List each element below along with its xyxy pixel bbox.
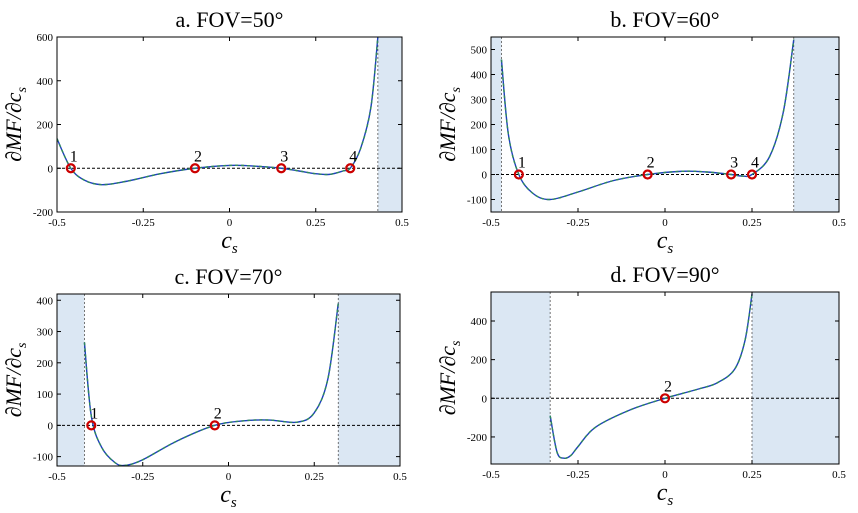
chart-title: a. FOV=50° [176,7,284,32]
y-tick-label: -200 [467,432,488,444]
x-tick-label: 0 [227,217,233,229]
root-marker [642,169,653,180]
shaded-region [338,294,400,466]
root-marker [513,169,524,180]
y-tick-label: 500 [471,45,488,57]
root-marker [209,420,220,431]
x-tick-label: 0.5 [832,217,846,229]
chart-title: c. FOV=70° [175,264,283,289]
root-label: 4 [751,155,759,172]
chart-title: b. FOV=60° [610,7,719,32]
y-tick-label: 100 [471,145,488,157]
chart-panel-1: -0.5 -0.25 0 0.25 0.5 -200 0 200 400 600 1 2 3 4 a. FO… [1,7,409,257]
root-marker [746,169,758,180]
shaded-region [752,292,839,464]
series-line [549,293,753,459]
x-axis-label: cs [221,228,238,257]
root-label: 2 [194,148,202,165]
y-tick-label: 0 [482,393,488,405]
shaded-region [57,294,85,466]
y-tick-label: 400 [37,295,54,307]
x-tick-label: -0.25 [567,217,590,229]
x-tick-label: 0 [662,469,668,481]
series-line-overlay [500,39,795,201]
shaded-region [377,37,402,212]
y-tick-label: 200 [471,120,488,132]
y-tick-label: 400 [37,76,54,88]
x-tick-label: -0.5 [482,217,500,229]
series-line [500,39,795,201]
root-label: 2 [664,378,672,395]
x-tick-label: 0.5 [393,471,407,483]
x-tick-label: 0.25 [305,471,325,483]
y-tick-label: 200 [37,358,54,370]
y-tick-label: 400 [471,70,488,82]
x-tick-label: 0.25 [742,217,762,229]
root-marker [276,163,287,174]
chart-panel-3: -0.5 -0.25 0 0.25 0.5 -100 0 100 200 300 400 1 2 c. F… [1,264,407,511]
y-axis-label: ∂MF/∂cs [435,340,464,415]
root-marker [726,169,737,180]
y-tick-label: 0 [482,170,488,182]
axes-frame [490,36,840,213]
chart-panel-4: -0.5 -0.25 0 0.25 0.5 -200 0 200 400 2 d. FOV=90° c… [435,262,846,509]
x-tick-label: -0.25 [131,471,154,483]
y-tick-label: 400 [471,316,488,328]
x-tick-label: -0.5 [48,217,66,229]
y-tick-label: 100 [37,389,54,401]
y-tick-label: -100 [467,195,488,207]
root-label: 4 [349,148,357,165]
series-line [83,303,339,466]
root-label: 3 [280,148,288,165]
root-label: 3 [730,155,738,172]
chart-title: d. FOV=90° [610,262,719,287]
y-tick-label: 0 [48,420,54,432]
series-line-overlay [57,37,379,186]
shaded-region [491,37,502,212]
shaded-region [491,292,551,464]
x-tick-label: 0 [226,471,232,483]
x-axis-label: cs [657,228,674,257]
root-label: 1 [518,155,526,172]
y-tick-label: -200 [33,207,54,219]
root-label: 1 [90,405,98,422]
x-tick-label: -0.25 [567,469,590,481]
y-axis-label: ∂MF/∂cs [1,87,30,162]
root-label: 2 [647,155,655,172]
series-line-overlay [83,303,339,466]
root-label: 1 [70,148,78,165]
x-tick-label: 0 [662,217,668,229]
x-tick-label: 0.5 [395,217,409,229]
y-tick-label: 0 [48,163,54,175]
root-label: 2 [214,405,222,422]
chart-panel-2: -0.5 -0.25 0 0.25 0.5 -100 0 100 200 300 400 500 1 2 3… [435,7,846,257]
axes-frame [56,36,403,213]
series-line-overlay [549,293,753,459]
x-tick-label: -0.5 [48,471,66,483]
x-tick-label: -0.25 [132,217,155,229]
y-tick-label: 300 [37,327,54,339]
y-axis-label: ∂MF/∂cs [1,342,30,417]
shaded-region [793,37,839,212]
series-line [57,37,379,186]
root-marker [86,420,97,431]
x-axis-label: cs [220,482,237,508]
x-tick-label: 0.5 [832,469,846,481]
x-tick-label: 0.25 [742,469,762,481]
root-marker [345,163,356,174]
x-axis-label: cs [657,480,674,508]
x-tick-label: 0.25 [306,217,326,229]
y-tick-label: 200 [37,120,54,132]
y-axis-label: ∂MF/∂cs [435,87,464,162]
y-tick-label: -100 [33,452,54,464]
root-marker [65,163,76,174]
y-tick-label: 300 [471,95,488,107]
root-marker [189,163,201,174]
root-marker [659,393,671,404]
y-tick-label: 200 [471,355,488,367]
x-tick-label: -0.5 [482,469,500,481]
y-tick-label: 600 [37,32,54,44]
